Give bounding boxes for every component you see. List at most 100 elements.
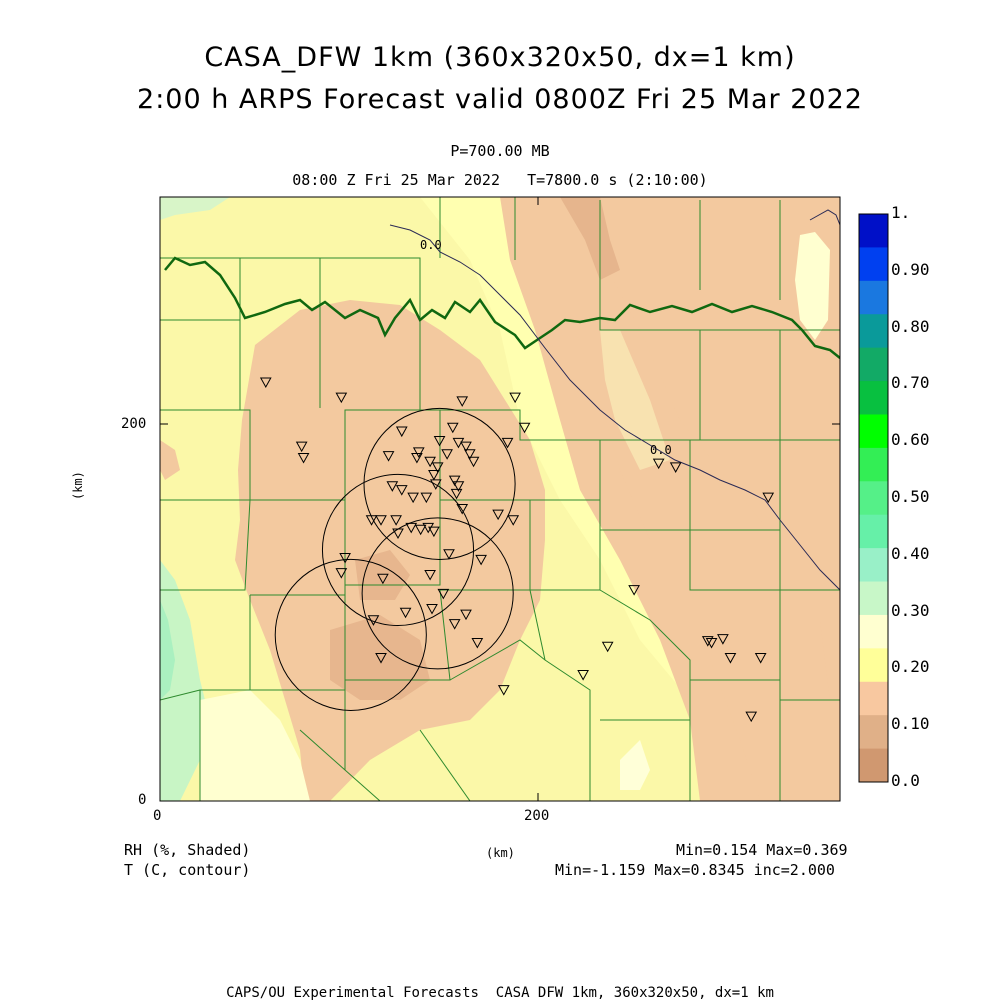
station-marker — [463, 449, 476, 460]
valid-time: 08:00 Z Fri 25 Mar 2022 T=7800.0 s (2:10… — [292, 171, 708, 189]
x-tick-label: 200 — [524, 808, 550, 824]
station-marker — [433, 435, 446, 447]
colorbar-swatch — [859, 214, 888, 248]
axis-ticks — [159, 197, 840, 802]
station-marker — [297, 452, 310, 464]
plot-title-line2: 2:00 h ARPS Forecast valid 0800Z Fri 25 … — [137, 84, 863, 115]
station-marker — [424, 456, 436, 468]
rh-shading — [160, 197, 840, 801]
station-marker — [395, 426, 408, 438]
station-marker — [259, 377, 272, 389]
station-marker — [412, 447, 425, 458]
temperature-contours — [389, 209, 840, 591]
station-marker — [420, 492, 433, 504]
station-marker — [422, 522, 435, 534]
colorbar-label: 0.50 — [891, 487, 930, 506]
range-ring — [363, 407, 516, 560]
station-marker — [428, 526, 440, 538]
station-marker — [509, 392, 521, 404]
station-marker — [335, 392, 348, 404]
colorbar-label: 0.10 — [891, 714, 930, 734]
colorbar-label: 0.60 — [891, 430, 930, 450]
range-ring — [274, 558, 427, 711]
station-marker — [577, 670, 589, 681]
colorbar-label: 0.90 — [891, 259, 930, 279]
rh-colorbar — [858, 213, 889, 783]
state-border — [164, 256, 840, 359]
station-marker — [450, 488, 463, 500]
station-marker — [382, 451, 395, 462]
station-marker — [456, 503, 469, 515]
station-marker — [652, 458, 665, 470]
colorbar-swatch — [859, 614, 888, 649]
station-marker — [446, 422, 459, 434]
colorbar-swatch — [859, 715, 888, 750]
station-markers — [259, 377, 775, 723]
contour-field-label: T (C, contour) — [124, 861, 251, 879]
colorbar-label: 1. — [891, 203, 911, 222]
station-marker — [367, 615, 380, 626]
station-marker — [460, 609, 472, 621]
station-marker — [507, 515, 520, 526]
colorbar-swatch — [859, 581, 888, 616]
colorbar-label: 0.40 — [891, 543, 930, 563]
shaded-field-stats: Min=0.154 Max=0.369 — [676, 841, 848, 859]
station-marker — [448, 475, 461, 487]
station-marker — [448, 619, 461, 630]
station-marker — [460, 441, 472, 453]
plot-frame — [159, 196, 841, 802]
station-marker — [405, 522, 418, 534]
station-marker — [501, 437, 514, 449]
station-marker — [471, 637, 484, 649]
x-axis-label: (km) — [486, 846, 515, 860]
station-marker — [492, 509, 504, 521]
station-marker — [754, 653, 767, 664]
colorbar-swatch — [859, 514, 888, 549]
station-marker — [399, 607, 412, 619]
station-marker — [762, 492, 775, 504]
station-marker — [335, 568, 348, 579]
station-marker — [431, 462, 444, 473]
station-marker — [375, 515, 387, 526]
contour-field-stats: Min=-1.159 Max=0.8345 inc=2.000 — [555, 861, 835, 879]
y-tick-label: 200 — [121, 416, 147, 432]
station-marker — [365, 515, 378, 526]
plot-title-line1: CASA_DFW 1km (360x320x50, dx=1 km) — [204, 42, 796, 73]
pressure-level: P=700.00 MB — [450, 142, 550, 160]
range-ring — [321, 473, 475, 627]
station-marker — [669, 462, 682, 473]
colorbar-label: 0.80 — [891, 316, 930, 336]
station-marker — [443, 549, 455, 560]
station-marker — [424, 570, 436, 581]
station-marker — [745, 711, 758, 723]
county-lines — [160, 197, 840, 801]
station-marker — [628, 585, 640, 596]
colorbar-swatch — [859, 481, 888, 516]
colorbar-swatch — [859, 648, 888, 683]
station-marker — [497, 685, 510, 696]
colorbar-label: 0.70 — [891, 373, 930, 393]
colorbar-swatch — [859, 314, 888, 349]
station-marker — [375, 653, 387, 664]
station-marker — [441, 449, 453, 460]
station-marker — [428, 469, 440, 481]
colorbar-swatch — [859, 447, 888, 482]
station-marker — [426, 603, 438, 615]
station-marker — [724, 653, 737, 664]
colorbar-frame — [858, 213, 889, 783]
station-marker — [429, 479, 442, 490]
station-marker — [452, 481, 465, 492]
x-tick-label: 0 — [153, 808, 162, 824]
station-marker — [411, 452, 423, 464]
station-marker — [377, 573, 389, 585]
station-marker — [701, 636, 714, 647]
station-marker — [339, 553, 351, 564]
contour-label: 0.0 — [650, 443, 672, 457]
station-marker — [467, 456, 480, 468]
station-marker — [717, 634, 729, 645]
station-marker — [437, 588, 450, 600]
station-marker — [295, 441, 308, 453]
station-marker — [390, 515, 402, 526]
colorbar-swatch — [859, 414, 888, 449]
